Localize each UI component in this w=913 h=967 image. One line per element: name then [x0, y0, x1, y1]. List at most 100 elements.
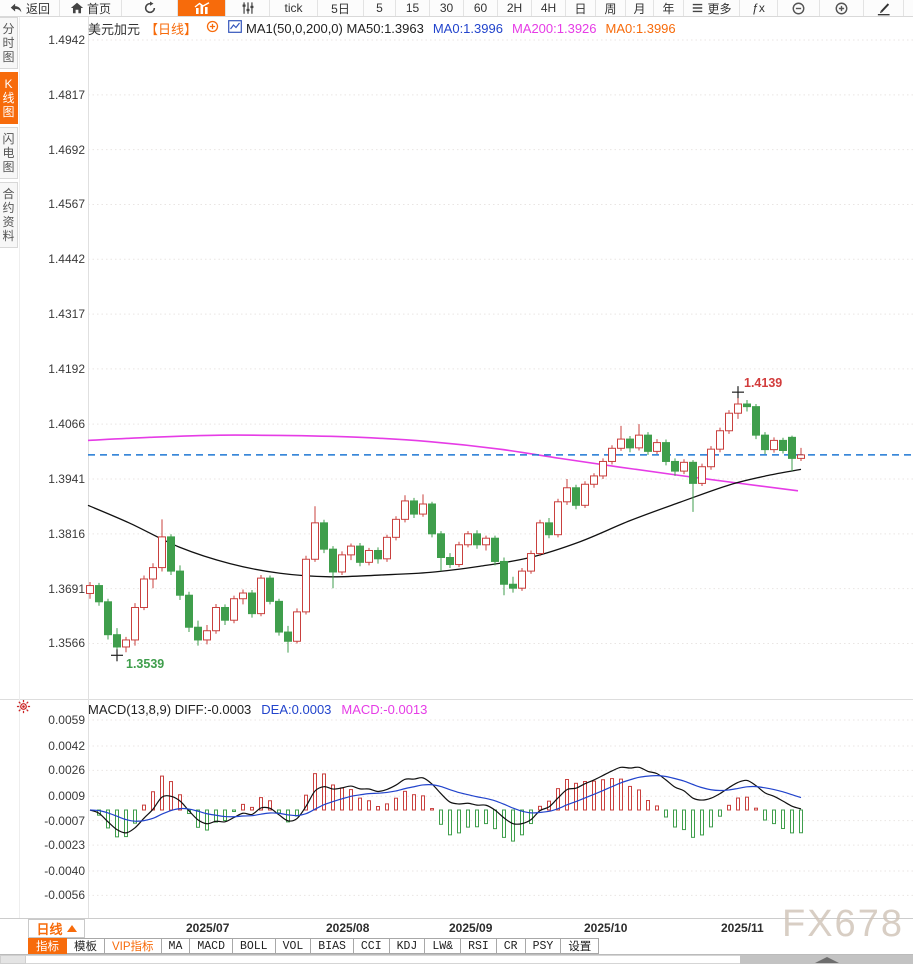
price-axis-label: 1.4567	[48, 197, 85, 212]
tab-settings[interactable]: 设置	[561, 938, 600, 954]
tab-bias[interactable]: BIAS	[311, 938, 354, 954]
macd-axis-label: -0.0040	[44, 864, 85, 878]
ma200-value: MA200:1.3926	[511, 20, 597, 36]
zoomin-icon	[834, 1, 849, 16]
toolbar-5min-button[interactable]: 5	[364, 0, 396, 16]
price-axis-label: 1.3941	[48, 471, 85, 486]
toolbar-30min-button[interactable]: 30	[430, 0, 464, 16]
ma-chart-icon[interactable]	[228, 20, 242, 36]
toolbar-weekly-button[interactable]: 周	[596, 0, 626, 16]
toolbar-monthly-label: 月	[633, 1, 646, 16]
toolbar-60min-button[interactable]: 60	[464, 0, 498, 16]
menu-icon	[691, 2, 704, 14]
toolbar-yearly-label: 年	[662, 1, 675, 16]
tab-boll[interactable]: BOLL	[232, 938, 276, 954]
period-selector-button[interactable]: 日线	[28, 919, 85, 938]
x-axis-label: 2025/11	[721, 921, 764, 935]
toolbar-daily-label: 日	[574, 1, 587, 16]
tab-lw[interactable]: LW&	[425, 938, 462, 954]
tab-macd[interactable]: MACD	[190, 938, 233, 954]
toolbar-weekly-label: 周	[604, 1, 617, 16]
tabs-underline	[0, 954, 913, 955]
tab-indicator[interactable]: 指标	[28, 938, 67, 954]
price-axis-label: 1.3691	[48, 581, 85, 596]
pen-icon	[876, 1, 891, 16]
toolbar-daily-button[interactable]: 日	[566, 0, 596, 16]
toolbar-formula-button[interactable]: ƒx	[740, 0, 778, 16]
back-icon	[9, 1, 23, 15]
macd-axis-label: 0.0009	[48, 789, 85, 804]
toolbar-zoom-out-button[interactable]	[778, 0, 820, 16]
price-axis-label: 1.4442	[48, 252, 85, 267]
x-axis-label: 2025/10	[584, 921, 628, 935]
toolbar-back-button[interactable]: 返回	[0, 0, 60, 16]
toolbar-60min-label: 60	[473, 1, 488, 15]
tab-vol[interactable]: VOL	[275, 938, 312, 954]
toolbar-home-label: 首页	[86, 1, 111, 16]
toolbar-5day-button[interactable]: 5日	[318, 0, 364, 16]
macd-axis-label: 0.0042	[48, 738, 85, 753]
toolbar-5min-label: 5	[376, 1, 383, 15]
low-price-annotation: 1.3539	[126, 657, 165, 672]
tab-template[interactable]: 模板	[67, 938, 105, 954]
macd-axis-label: -0.0023	[44, 838, 85, 853]
toolbar-refresh-button[interactable]	[122, 0, 178, 16]
toolbar-2hour-button[interactable]: 2H	[498, 0, 532, 16]
tab-ma[interactable]: MA	[161, 938, 191, 954]
macd-axis-label: -0.0056	[44, 888, 85, 903]
price-axis-label: 1.4192	[48, 361, 85, 376]
sidebar-item-time-share-chart[interactable]: 分 时 图	[0, 17, 18, 69]
period-label[interactable]: 【日线】	[145, 21, 198, 37]
toolbar-2hour-label: 2H	[506, 1, 523, 15]
tab-vip-indicator[interactable]: VIP指标	[105, 938, 162, 954]
macd-dea-value: DEA:0.0003	[261, 701, 332, 717]
x-axis-label: 2025/07	[186, 921, 230, 935]
tab-cci[interactable]: CCI	[353, 938, 390, 954]
ma-settings-label: MA1(50,0,200,0) MA50:1.3963	[246, 20, 424, 36]
tab-rsi[interactable]: RSI	[461, 938, 497, 954]
sidebar-item-contract-info[interactable]: 合 约 资 料	[0, 182, 18, 248]
tab-psy[interactable]: PSY	[525, 938, 562, 954]
macd-axis-label: 0.0026	[48, 763, 85, 778]
toolbar-tick-button[interactable]: tick	[270, 0, 318, 16]
x-axis-label: 2025/08	[326, 921, 370, 935]
high-price-annotation: 1.4139	[744, 376, 783, 391]
symbol-header: 美元加元 【日线】 MA1(50,0,200,0) MA50:1.3963 MA…	[88, 19, 676, 37]
scrollbar-corner-button[interactable]	[0, 955, 26, 964]
add-indicator-icon[interactable]	[206, 20, 219, 36]
toolbar-tick-label: tick	[284, 1, 303, 15]
x-axis-row	[0, 918, 913, 938]
toolbar-more-label: 更多	[707, 1, 732, 16]
toolbar-kline-view-button[interactable]	[178, 0, 226, 16]
toolbar-15min-button[interactable]: 15	[396, 0, 430, 16]
period-selector-label: 日线	[36, 922, 63, 937]
macd-params[interactable]: MACD(13,8,9) DIFF:-0.0003	[88, 701, 252, 717]
sidebar-item-lightning-chart[interactable]: 闪 电 图	[0, 127, 18, 179]
home-icon	[70, 1, 84, 15]
chevron-up-icon	[66, 925, 77, 932]
toolbar-indicator-panel-button[interactable]	[226, 0, 270, 16]
candle-icon	[194, 1, 210, 15]
macd-axis-label: 0.0059	[48, 713, 85, 728]
macd-settings-icon[interactable]	[16, 699, 31, 719]
toolbar-home-button[interactable]: 首页	[60, 0, 122, 16]
toolbar-back-label: 返回	[25, 1, 50, 16]
symbol-name: 美元加元	[88, 21, 141, 37]
toolbar-5day-label: 5日	[331, 1, 350, 16]
toolbar-monthly-button[interactable]: 月	[626, 0, 654, 16]
toolbar-zoom-in-button[interactable]	[820, 0, 864, 16]
toolbar-4hour-button[interactable]: 4H	[532, 0, 566, 16]
macd-axis-label: -0.0007	[44, 813, 85, 828]
sidebar-item-kline-chart[interactable]: K 线 图	[0, 72, 18, 124]
tab-cr[interactable]: CR	[496, 938, 526, 954]
zoomout-icon	[791, 1, 806, 16]
toolbar-15min-label: 15	[405, 1, 420, 15]
tab-kdj[interactable]: KDJ	[389, 938, 426, 954]
toolbar-yearly-button[interactable]: 年	[654, 0, 684, 16]
panel-expand-arrow-icon[interactable]	[815, 957, 839, 963]
toolbar-more-button[interactable]: 更多	[684, 0, 740, 16]
price-axis-label: 1.4692	[48, 142, 85, 157]
toolbar-draw-button[interactable]	[864, 0, 904, 16]
